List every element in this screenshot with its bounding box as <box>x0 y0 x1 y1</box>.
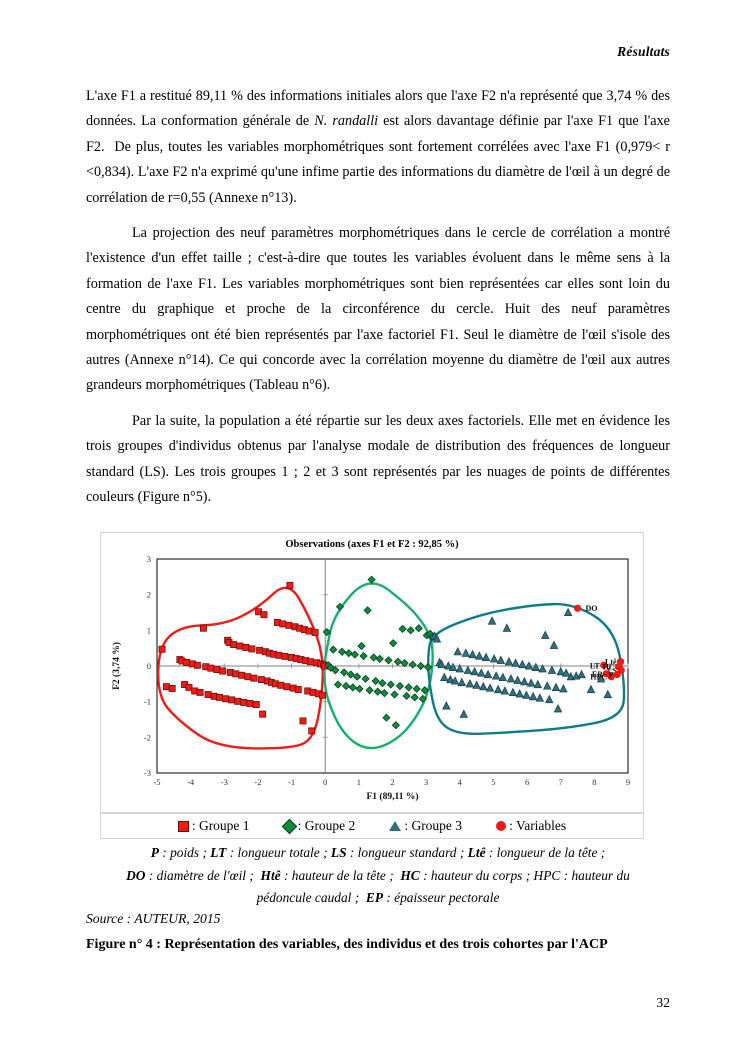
svg-text:3: 3 <box>147 554 151 564</box>
svg-text:-2: -2 <box>254 777 261 787</box>
svg-text:8: 8 <box>592 777 596 787</box>
paragraph-2: La projection des neuf paramètres morpho… <box>86 225 670 394</box>
svg-text:LT: LT <box>590 661 601 670</box>
svg-text:Ltê: Ltê <box>605 658 617 667</box>
svg-text:1: 1 <box>357 777 361 787</box>
figure-key-definitions: P : poids ; LT : longueur totale ; LS : … <box>86 842 670 910</box>
svg-text:EP: EP <box>592 670 602 679</box>
svg-text:2: 2 <box>390 777 394 787</box>
svg-text:HC: HC <box>603 663 615 672</box>
legend-item-groupe-1: : Groupe 1 <box>177 818 250 834</box>
circle-marker-icon <box>496 821 507 831</box>
svg-text:P: P <box>608 671 613 680</box>
diamond-marker-icon <box>281 818 297 834</box>
figure-source: Source : AUTEUR, 2015 <box>86 911 221 926</box>
legend-item-groupe-2: : Groupe 2 <box>281 818 356 834</box>
legend-label-groupe-3: : Groupe 3 <box>404 818 463 833</box>
svg-text:LS: LS <box>607 666 617 675</box>
svg-text:2: 2 <box>147 590 151 600</box>
legend-label-groupe-2: : Groupe 2 <box>297 818 356 833</box>
svg-text:-4: -4 <box>187 777 195 787</box>
paragraph-3: Par la suite, la population a été répart… <box>86 412 670 506</box>
svg-text:F2 (3,74 %): F2 (3,74 %) <box>111 642 122 690</box>
chart-frame: Observations (axes F1 et F2 : 92,85 %) -… <box>100 532 644 813</box>
square-marker-icon <box>177 820 189 832</box>
legend-item-variables: : Variables <box>496 818 566 834</box>
svg-text:F1 (89,11 %): F1 (89,11 %) <box>367 791 419 802</box>
legend-item-groupe-3: : Groupe 3 <box>389 818 462 834</box>
triangle-marker-icon <box>389 821 402 831</box>
svg-text:0: 0 <box>323 777 327 787</box>
key-line-1: P : poids ; LT : longueur totale ; LS : … <box>150 845 606 860</box>
svg-text:4: 4 <box>458 777 463 787</box>
svg-text:-3: -3 <box>144 768 151 778</box>
svg-text:HPC: HPC <box>590 673 607 682</box>
chart-legend: : Groupe 1 : Groupe 2 : Groupe 3 : Varia… <box>100 813 644 839</box>
running-head: Résultats <box>617 44 670 59</box>
svg-text:1: 1 <box>147 625 151 635</box>
svg-text:3: 3 <box>424 777 428 787</box>
acp-scatter-plot: -5 -4 -3 -2 -1 0 1 2 3 4 5 6 7 8 9 -3 -2 -1 0 1 2 3 F1 (89,11 … <box>111 554 630 802</box>
svg-text:-5: -5 <box>153 777 160 787</box>
figure-container: Observations (axes F1 et F2 : 92,85 %) -… <box>100 532 644 813</box>
svg-text:0: 0 <box>147 661 151 671</box>
svg-text:DO: DO <box>586 604 598 613</box>
species-name: N. randalli <box>314 113 379 130</box>
figure-caption: Figure n° 4 : Représentation des variabl… <box>86 937 608 952</box>
svg-text:9: 9 <box>626 777 630 787</box>
paragraph-1: L'axe F1 a restitué 89,11 % des informat… <box>86 88 670 206</box>
svg-text:5: 5 <box>491 777 495 787</box>
body-content: L'axe F1 a restitué 89,11 % des informat… <box>86 84 670 511</box>
legend-label-variables: : Variables <box>509 818 567 833</box>
svg-text:6: 6 <box>525 777 529 787</box>
svg-text:-3: -3 <box>221 777 228 787</box>
legend-label-groupe-1: : Groupe 1 <box>191 818 250 833</box>
page-number: 32 <box>656 995 670 1010</box>
key-line-2: DO : diamètre de l'œil ; Htê : hauteur d… <box>126 867 630 883</box>
key-line-3: pédoncule caudal ; EP : épaisseur pector… <box>256 890 500 906</box>
svg-text:7: 7 <box>559 777 563 787</box>
svg-text:-1: -1 <box>288 777 295 787</box>
svg-text:-1: -1 <box>144 697 151 707</box>
svg-text:-2: -2 <box>144 732 151 742</box>
chart-title: Observations (axes F1 et F2 : 92,85 %) <box>285 539 459 550</box>
